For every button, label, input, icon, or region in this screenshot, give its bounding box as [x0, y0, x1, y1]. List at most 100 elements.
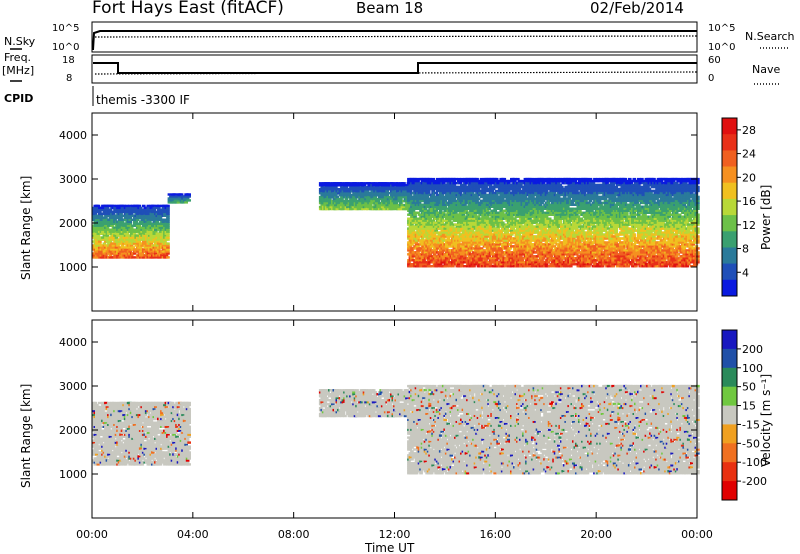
power-echo-cell — [129, 238, 134, 241]
power-echo-cell — [96, 238, 101, 241]
power-echo-cell — [126, 226, 131, 229]
nsky-trace — [92, 30, 697, 51]
power-echo-cell — [328, 197, 332, 201]
power-echo-cell — [329, 205, 334, 209]
power-echo-cell — [140, 232, 145, 235]
power-echo-cell — [151, 252, 155, 255]
power-echo-cell — [113, 206, 117, 210]
power-echo-cell — [326, 199, 331, 203]
power-echo-cell — [128, 218, 132, 221]
power-echo-cell — [105, 250, 110, 253]
power-echo-cell — [149, 232, 154, 235]
power-echo-cell — [134, 220, 139, 223]
power-echo-cell — [166, 206, 170, 210]
power-echo-cell — [166, 218, 170, 221]
power-echo-cell — [113, 210, 117, 214]
power-echo-cell — [104, 238, 108, 241]
power-echo-cell — [131, 218, 135, 221]
power-echo-cell — [166, 238, 170, 241]
power-echo-cell — [163, 240, 167, 243]
power-echo-cell — [163, 220, 167, 223]
freq-panel: Freq. [MHz] 18 8 60 0 Nave — [2, 51, 780, 85]
power-echo-cell — [137, 204, 142, 208]
cpid-label: CPID — [4, 92, 33, 105]
power-echo-cell — [128, 204, 132, 208]
power-echo-cell — [119, 224, 123, 227]
power-echo-cell — [326, 186, 331, 189]
power-echo-cell — [170, 199, 175, 202]
power-echo-cell — [120, 244, 125, 247]
power-echo-cell — [152, 236, 157, 239]
power-echo-cell — [116, 234, 120, 237]
power-echo-cell — [101, 248, 105, 251]
power-echo-cell — [95, 236, 99, 239]
power-echo-cell — [101, 212, 105, 216]
power-echo-cell — [107, 248, 111, 251]
power-echo-cell — [107, 228, 111, 231]
power-echo-cell — [128, 240, 132, 243]
power-echo-cell — [151, 224, 155, 227]
power-echo-cell — [146, 230, 151, 233]
power-echo-cell — [334, 186, 338, 189]
power-echo-cell — [318, 195, 323, 199]
power-echo-cell — [116, 244, 120, 247]
power-echo-cell — [104, 254, 108, 257]
freq-tick-top: 18 — [62, 55, 75, 66]
power-echo-cell — [185, 197, 190, 200]
power-echo-cell — [166, 252, 170, 255]
power-echo-cell — [166, 222, 170, 225]
nave-tick-top: 60 — [708, 55, 721, 66]
power-echo-cell — [128, 222, 132, 225]
nave-tick-bottom: 0 — [708, 73, 714, 84]
power-echo-cell — [110, 210, 114, 214]
power-echo-cell — [154, 228, 158, 231]
beam-title: Beam 18 — [356, 0, 423, 17]
power-echo-cell — [108, 240, 113, 243]
power-echo-cell — [154, 218, 158, 221]
power-echo-cell — [158, 256, 163, 259]
power-echo-cell — [166, 224, 170, 227]
power-echo-cell — [160, 208, 164, 212]
power-echo-cell — [152, 208, 157, 212]
power-echo-cell — [157, 206, 161, 210]
power-echo-cell — [187, 193, 191, 196]
power-echo-cell — [104, 248, 108, 251]
power-echo-cell — [113, 242, 117, 245]
power-echo-cell — [101, 228, 105, 231]
power-echo-cell — [102, 234, 107, 237]
power-echo-cell — [123, 222, 128, 225]
power-echo-cell — [98, 242, 102, 245]
power-echo-cell — [138, 236, 143, 239]
power-echo-cell — [187, 199, 191, 202]
power-echo-cell — [129, 226, 134, 229]
power-echo-cell — [113, 226, 117, 229]
power-echo-cell — [320, 203, 325, 207]
power-echo-cell — [155, 220, 160, 223]
power-echo-cell — [105, 234, 110, 237]
power-echo-cell — [182, 199, 187, 202]
power-echo-cell — [137, 240, 142, 243]
freq-tick-bottom: 8 — [66, 73, 72, 84]
power-echo-cell — [119, 234, 123, 237]
power-echo-cell — [331, 190, 335, 193]
power-echo-cell — [137, 224, 142, 227]
power-echo-cell — [154, 230, 158, 233]
power-echo-cell — [114, 238, 119, 241]
power-echo-cell — [184, 201, 188, 204]
power-echo-cell — [144, 228, 149, 231]
power-echo-cell — [158, 234, 163, 237]
power-echo-cell — [154, 252, 158, 255]
power-echo-cell — [95, 246, 99, 249]
power-echo-cell — [92, 230, 96, 233]
power-echo-cell — [149, 250, 154, 253]
power-echo-cell — [119, 212, 123, 216]
power-echo-cell — [149, 248, 154, 251]
power-echo-cell — [158, 226, 163, 229]
power-echo-cell — [176, 195, 181, 198]
power-echo-cell — [152, 220, 157, 223]
power-echo-cell — [144, 214, 149, 217]
power-echo-cell — [111, 228, 116, 231]
power-echo-cell — [157, 238, 161, 241]
